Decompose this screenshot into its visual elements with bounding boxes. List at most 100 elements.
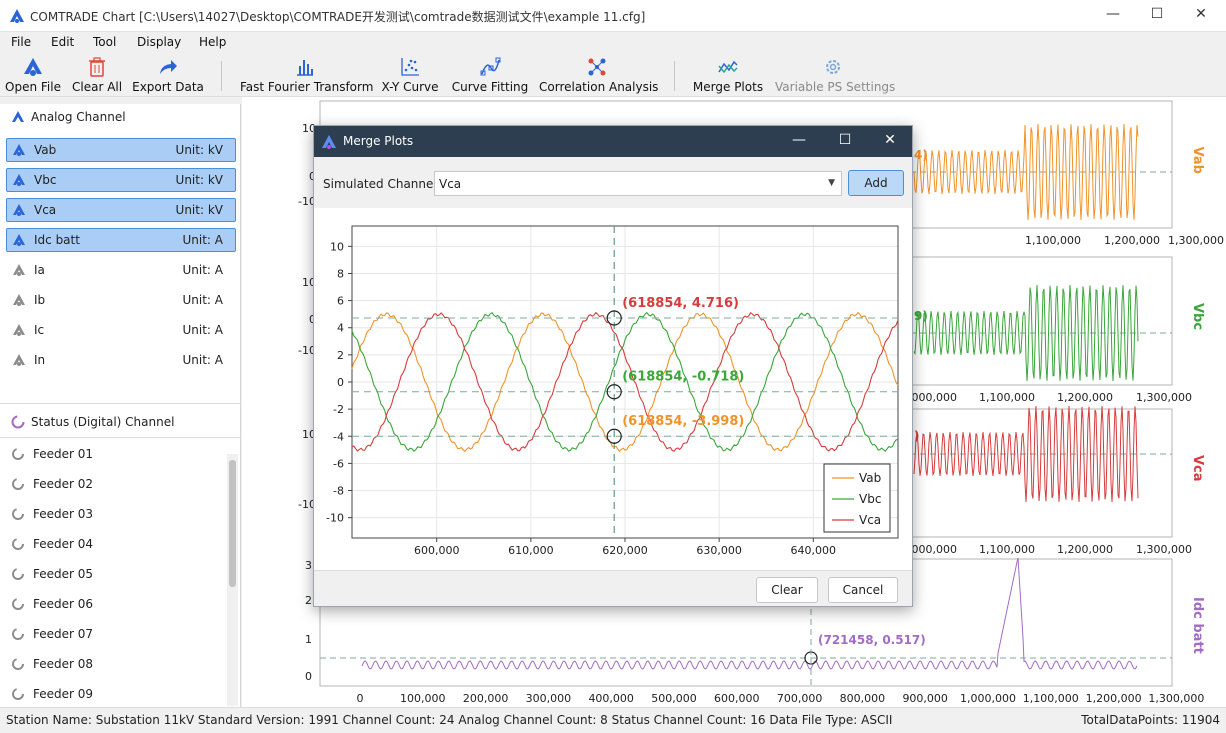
feeder-name: Feeder 03 (33, 507, 94, 521)
channel-icon (13, 324, 25, 336)
window-title: COMTRADE Chart [C:\Users\14027\Desktop\C… (30, 10, 646, 24)
analog-channel-item[interactable]: Vbc Unit: kV (6, 168, 236, 192)
x-tick-label: 620,000 (602, 544, 648, 557)
title-bar: COMTRADE Chart [C:\Users\14027\Desktop\C… (0, 0, 1226, 32)
analog-channel-item[interactable]: Vca Unit: kV (6, 198, 236, 222)
feeder-item[interactable]: Feeder 06 (6, 593, 226, 617)
analog-channel-item[interactable]: Ic Unit: A (6, 318, 236, 342)
y-tick-label: -6 (333, 457, 344, 470)
x-tick-label: 1,300,000 (1168, 234, 1224, 247)
feeder-item[interactable]: Feeder 01 (6, 443, 226, 467)
y-tick-label: 3 (305, 559, 312, 572)
feeder-item[interactable]: Feeder 08 (6, 653, 226, 677)
merged-chart[interactable]: 600,000 610,000 620,000 630,000 640,000 10 8 6 4… (314, 208, 912, 570)
dialog-maximize-button[interactable]: ☐ (838, 132, 852, 148)
legend-label: Vca (859, 513, 881, 527)
analog-channel-item[interactable]: In Unit: A (6, 348, 236, 372)
waveform-line (913, 405, 1139, 503)
x-tick-label: 1,200,000 (1104, 234, 1160, 247)
feeder-item[interactable]: Feeder 05 (6, 563, 226, 587)
section-divider (0, 437, 241, 438)
cancel-button[interactable]: Cancel (828, 577, 898, 603)
close-button[interactable]: ✕ (1195, 6, 1207, 22)
analog-channel-item[interactable]: Vab Unit: kV (6, 138, 236, 162)
channel-title: Vbc (1190, 303, 1205, 330)
channel-icon (13, 264, 25, 276)
dialog-minimize-button[interactable]: — (792, 132, 806, 148)
feeder-item[interactable]: Feeder 02 (6, 473, 226, 497)
channel-icon (13, 354, 25, 366)
clear-button[interactable]: Clear (756, 577, 818, 603)
channel-icon (13, 234, 25, 246)
feeder-item[interactable]: Feeder 03 (6, 503, 226, 527)
section-divider (0, 403, 241, 404)
export-data-button[interactable]: Export Data (132, 53, 204, 97)
menu-display[interactable]: Display (137, 35, 182, 49)
status-info: Station Name: Substation 11kV Standard V… (6, 713, 893, 727)
scrollbar-thumb[interactable] (229, 460, 236, 587)
y-tick-label: 2 (305, 594, 312, 607)
maximize-button[interactable]: ☐ (1150, 6, 1164, 22)
x-tick-label: 1,300,000 (1136, 543, 1192, 556)
simulated-channel-select[interactable]: Vca ▼ (434, 171, 842, 196)
total-data-points: TotalDataPoints: 11904 (1081, 713, 1220, 727)
analog-channel-icon (12, 111, 24, 122)
y-tick-label: -10 (298, 344, 316, 357)
waveform-line (913, 284, 1139, 382)
channel-unit: Unit: kV (175, 143, 223, 157)
toolbar-separator (221, 61, 222, 91)
menu-help[interactable]: Help (199, 35, 227, 49)
feeder-item[interactable]: Feeder 07 (6, 623, 226, 647)
analog-channel-item[interactable]: Ib Unit: A (6, 288, 236, 312)
feeder-name: Feeder 02 (33, 477, 94, 491)
curve-fitting-button[interactable]: Curve Fitting (451, 53, 529, 97)
curve-fitting-label: Curve Fitting (451, 80, 529, 94)
correlation-analysis-button[interactable]: Correlation Analysis (539, 53, 658, 97)
feeder-item[interactable]: Feeder 09 (6, 683, 226, 707)
analog-channel-item[interactable]: Idc batt Unit: A (6, 228, 236, 252)
clear-all-button[interactable]: Clear All (72, 53, 122, 97)
merge-plots-icon (718, 60, 738, 74)
xy-curve-button[interactable]: X-Y Curve (380, 53, 440, 97)
minimize-button[interactable]: — (1106, 6, 1120, 22)
merge-plots-button[interactable]: Merge Plots (692, 53, 764, 97)
channel-unit: Unit: kV (175, 203, 223, 217)
series-line-vab (351, 311, 899, 453)
x-tick-label: 200,000 (463, 692, 509, 705)
open-file-button[interactable]: Open File (4, 53, 62, 97)
cursor-marker (606, 310, 622, 326)
x-tick-label: 900,000 (902, 692, 948, 705)
channel-panel: Analog Channel Vab Unit: kV Vbc Unit: kV Vca… (0, 104, 241, 707)
analog-channel-item[interactable]: Ia Unit: A (6, 258, 236, 282)
waveform-line (913, 123, 1139, 221)
clear-all-label: Clear All (72, 80, 123, 94)
channel-icon (13, 204, 25, 216)
dialog-title-bar: Merge Plots — ☐ ✕ (314, 126, 912, 157)
fft-button[interactable]: Fast Fourier Transform (240, 53, 373, 97)
dialog-app-icon (322, 135, 336, 149)
add-button[interactable]: Add (848, 170, 904, 196)
dialog-close-button[interactable]: ✕ (884, 132, 896, 148)
y-tick-label: 6 (337, 295, 344, 308)
feeder-item[interactable]: Feeder 04 (6, 533, 226, 557)
y-tick-label: -10 (326, 512, 344, 525)
channel-name: Ib (34, 293, 46, 307)
x-tick-label: 640,000 (791, 544, 837, 557)
y-tick-label: 8 (337, 267, 344, 280)
menu-edit[interactable]: Edit (51, 35, 75, 49)
channel-icon (13, 294, 25, 306)
digital-channel-icon (11, 415, 25, 429)
cursor-label: ) (914, 429, 919, 443)
cursor-label: 9) (914, 309, 928, 323)
x-tick-label: 1,200,000 (1086, 692, 1142, 705)
channel-name: Vab (34, 143, 57, 157)
y-tick-label: 0 (309, 170, 316, 183)
cursor-marker (606, 428, 622, 444)
x-tick-label: 100,000 (400, 692, 446, 705)
menu-tool[interactable]: Tool (93, 35, 117, 49)
menu-file[interactable]: File (11, 35, 32, 49)
channel-name: Ic (34, 323, 45, 337)
x-tick-label: 0 (357, 692, 364, 705)
toolbar: Open File Clear All Export Data Fast Fou… (0, 53, 1226, 97)
variable-ps-settings-button[interactable]: Variable PS Settings (775, 53, 895, 97)
